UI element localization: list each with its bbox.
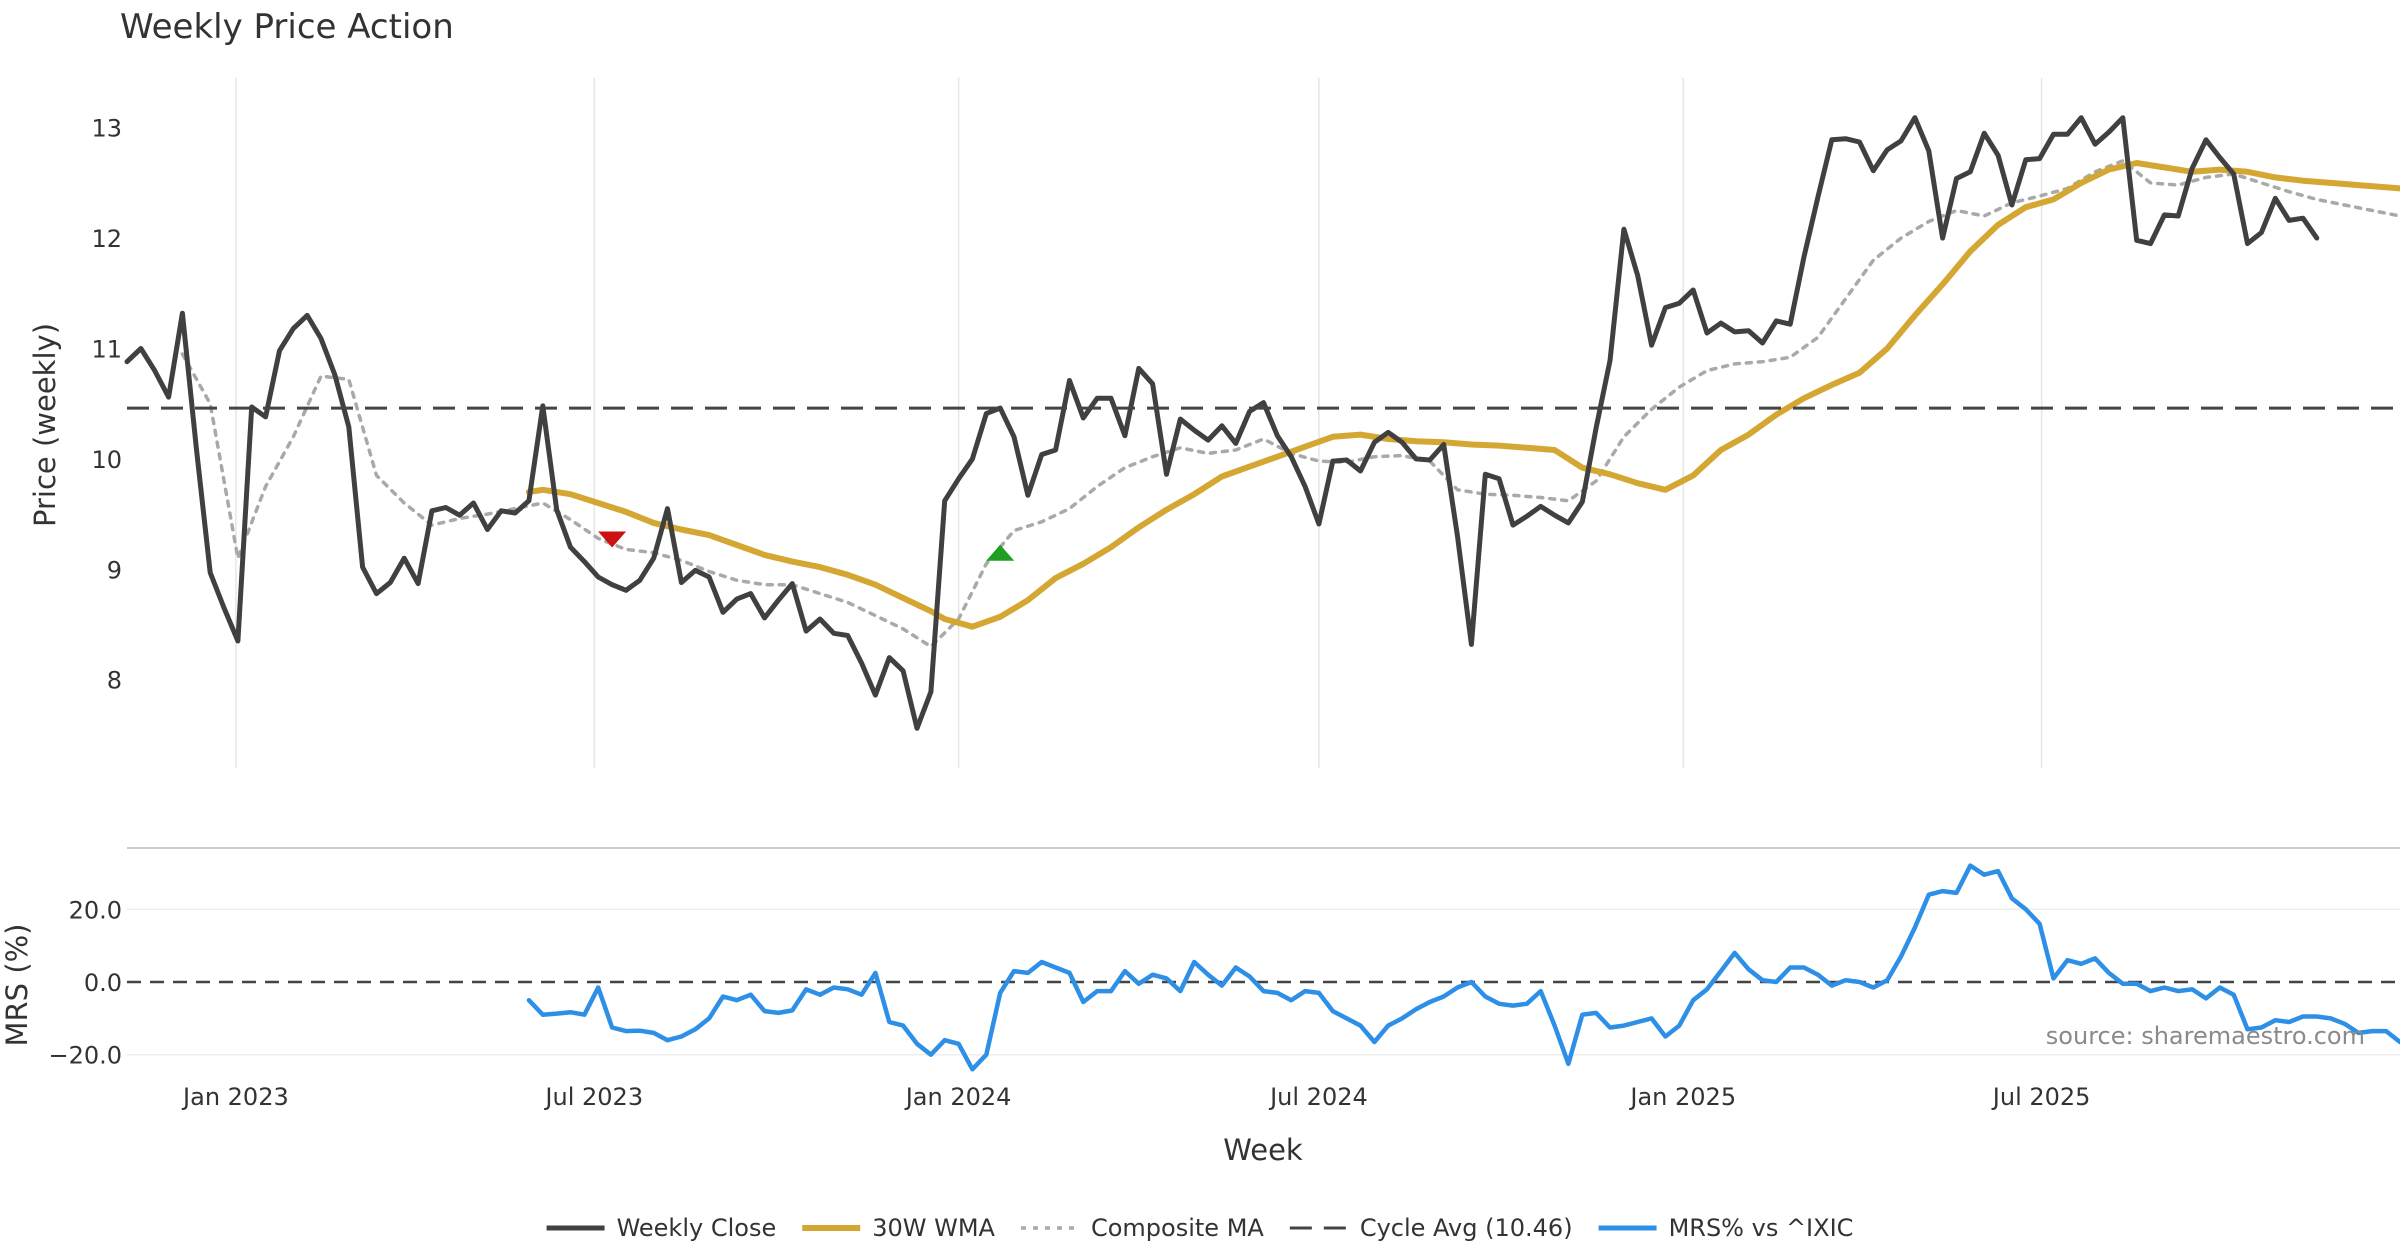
price-y-tick-10: 10 <box>91 446 122 474</box>
price-series <box>124 115 2400 731</box>
sell-signal-marker <box>598 531 627 548</box>
legend-label-0: Weekly Close <box>617 1214 777 1242</box>
legend-item-3: Cycle Avg (10.46) <box>1289 1214 1573 1242</box>
price-y-tick-9: 9 <box>107 556 122 584</box>
source-annotation: source: sharemaestro.com <box>2046 1022 2365 1050</box>
x-axis-ticks: Jan 2023 Jul 2023 Jan 2024 Jul 2024 Jan 2025… <box>181 1083 2090 1111</box>
legend-label-3: Cycle Avg (10.46) <box>1360 1214 1573 1242</box>
legend-item-4: MRS% vs ^IXIC <box>1598 1214 1854 1242</box>
x-tick-jul-2025: Jul 2025 <box>1991 1083 2091 1111</box>
mrs-y-axis-label: MRS (%) <box>0 924 34 1047</box>
series-30w-wma <box>525 160 2400 630</box>
x-axis-label: Week <box>1223 1133 1303 1167</box>
price-y-tick-12: 12 <box>91 225 122 253</box>
price-y-tick-8: 8 <box>107 667 122 695</box>
x-tick-jan-2024: Jan 2024 <box>904 1083 1012 1111</box>
legend-label-2: Composite MA <box>1091 1214 1264 1242</box>
series-mrs-vs-ixic <box>526 863 2400 1072</box>
legend-item-0: Weekly Close <box>546 1214 777 1242</box>
mrs-y-tick-2: 20.0 <box>69 896 122 924</box>
price-panel: 8 9 10 11 12 13 Price (weekly) <box>28 78 2400 768</box>
buy-signal-marker <box>986 544 1015 561</box>
legend-label-4: MRS% vs ^IXIC <box>1669 1214 1854 1242</box>
mrs-y-tick-0: −20.0 <box>48 1042 122 1070</box>
price-gridlines <box>235 78 2043 768</box>
legend-label-1: 30W WMA <box>872 1214 995 1242</box>
price-y-ticks: 8 9 10 11 12 13 <box>91 115 122 695</box>
legend-item-2: Composite MA <box>1020 1214 1264 1242</box>
mrs-series <box>526 863 2400 1072</box>
mrs-gridlines <box>127 908 2400 1056</box>
legend-item-1: 30W WMA <box>802 1214 996 1242</box>
price-y-tick-11: 11 <box>91 335 122 363</box>
legend: Weekly Close 30W WMA Composite MA Cycle Avg… <box>546 1214 1854 1242</box>
x-tick-jan-2023: Jan 2023 <box>181 1083 289 1111</box>
mrs-y-ticks: −20.0 0.0 20.0 <box>48 896 122 1069</box>
price-y-axis-label: Price (weekly) <box>28 323 62 527</box>
chart-title: Weekly Price Action <box>120 7 454 47</box>
series-weekly-close <box>124 115 2320 731</box>
x-tick-jul-2023: Jul 2023 <box>543 1083 643 1111</box>
mrs-y-tick-1: 0.0 <box>84 969 122 997</box>
x-tick-jan-2025: Jan 2025 <box>1628 1083 1736 1111</box>
price-y-tick-13: 13 <box>91 115 122 143</box>
x-tick-jul-2024: Jul 2024 <box>1268 1083 1368 1111</box>
signal-markers <box>598 531 1015 561</box>
mrs-panel: −20.0 0.0 20.0 MRS (%) source: sharemaestr… <box>0 863 2400 1072</box>
series-composite-ma <box>180 159 2400 649</box>
